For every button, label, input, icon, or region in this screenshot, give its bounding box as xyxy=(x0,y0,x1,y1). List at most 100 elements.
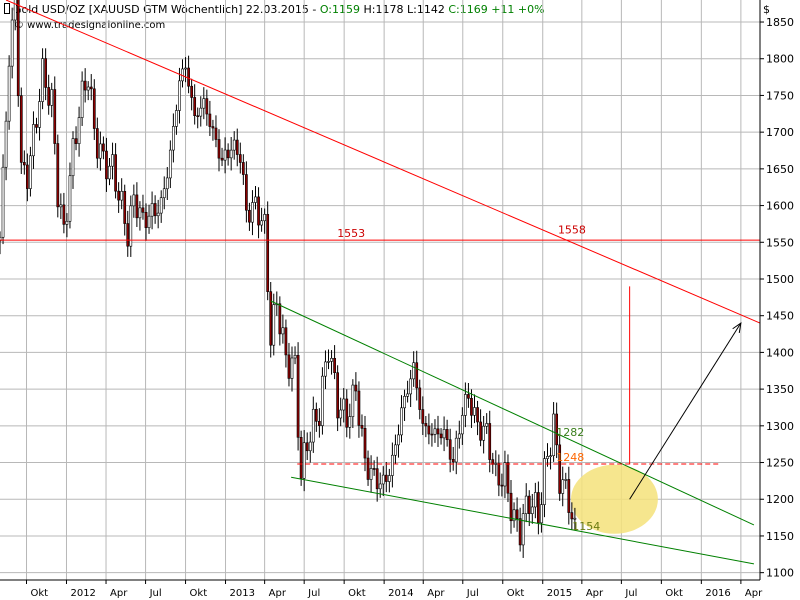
candle-body xyxy=(0,236,2,242)
candle-body xyxy=(512,509,516,522)
grid-layer xyxy=(0,0,760,580)
x-tick-label: 2015 xyxy=(547,588,572,599)
candle-body xyxy=(178,80,181,111)
x-tick-label: Jul xyxy=(307,588,320,599)
candle-body xyxy=(162,188,166,199)
candle-body xyxy=(543,458,546,505)
candle-body xyxy=(65,220,69,225)
candle-body xyxy=(436,428,440,435)
candle-body xyxy=(214,127,218,140)
candle-body xyxy=(451,459,455,463)
candle-body xyxy=(62,204,66,225)
candle-body xyxy=(202,98,206,109)
candle-body xyxy=(260,220,263,226)
currency-label: $ xyxy=(763,3,770,16)
annotation-1248: 1248 xyxy=(556,451,584,464)
candle-body xyxy=(369,468,373,480)
candle-body xyxy=(10,19,14,67)
candle-body xyxy=(1,166,5,238)
candle-body xyxy=(102,143,105,152)
x-tick-label: Okt xyxy=(31,588,49,599)
watermark: © www.tradesignalonline.com xyxy=(14,20,166,31)
candle-body xyxy=(287,354,291,379)
candle-body xyxy=(482,425,486,441)
candle-body xyxy=(290,357,294,379)
y-tick-label: 1150 xyxy=(766,530,794,543)
candle-body xyxy=(497,463,501,486)
candle-body xyxy=(533,492,537,508)
candle-body xyxy=(19,95,23,163)
candle-body xyxy=(159,197,163,214)
candle-body xyxy=(509,492,513,522)
y-tick-label: 1500 xyxy=(766,273,794,286)
low-value: L:1142 xyxy=(407,3,445,16)
window-icon[interactable] xyxy=(4,3,10,14)
candle-body xyxy=(59,204,63,208)
x-tick-label: 2012 xyxy=(70,588,95,599)
y-tick-label: 1400 xyxy=(766,346,794,359)
candle-body xyxy=(95,128,99,159)
x-tick-label: Okt xyxy=(507,588,525,599)
candle-body xyxy=(403,396,406,409)
candle-body xyxy=(494,463,498,465)
candle-body xyxy=(263,214,266,222)
x-tick-label: Apr xyxy=(110,588,128,599)
candle-body xyxy=(120,191,124,201)
candle-body xyxy=(546,456,549,459)
candle-body xyxy=(205,98,209,115)
candle-body xyxy=(518,518,522,546)
annotation-1558: 1558 xyxy=(558,223,586,236)
candle-body xyxy=(570,512,574,520)
shape-layer xyxy=(570,464,658,534)
candle-body xyxy=(26,164,29,189)
candle-body xyxy=(132,194,136,207)
candle-body xyxy=(464,394,467,416)
candle-body xyxy=(278,303,282,335)
high-value: H:1178 xyxy=(363,3,404,16)
candle-body xyxy=(427,425,431,435)
candle-body xyxy=(211,126,215,129)
y-tick-label: 1600 xyxy=(766,200,794,213)
close-value: C:1169 +11 +0% xyxy=(448,3,545,16)
chart-header: Gold USD/OZ [XAUUSD GTM Wöchentlich] 22.… xyxy=(4,3,545,16)
candle-body xyxy=(354,384,358,392)
candle-body xyxy=(38,101,41,128)
chart-title: Gold USD/OZ [XAUUSD GTM Wöchentlich] 22.… xyxy=(13,3,317,16)
candle-body xyxy=(80,80,84,118)
candle-body xyxy=(35,124,38,128)
candle-body xyxy=(123,191,127,224)
candle-body xyxy=(44,58,47,88)
candle-body xyxy=(147,215,151,228)
candle-body xyxy=(153,203,157,217)
candle-body xyxy=(232,139,236,151)
candle-body xyxy=(108,165,111,180)
candle-body xyxy=(391,454,394,476)
line-layer xyxy=(0,0,761,565)
upper-channel xyxy=(270,300,755,526)
candle-body xyxy=(412,362,416,380)
candle-body xyxy=(223,149,227,161)
candle-body xyxy=(527,495,531,514)
candle-body xyxy=(83,80,87,91)
candle-body xyxy=(439,433,443,439)
candle-body xyxy=(561,479,565,494)
candle-body xyxy=(567,479,571,513)
candle-body xyxy=(314,408,318,422)
candle-body xyxy=(111,154,114,167)
candle-body xyxy=(296,354,300,438)
candle-body xyxy=(138,207,142,219)
candle-layer xyxy=(0,0,577,558)
candle-body xyxy=(348,416,352,428)
candle-body xyxy=(521,513,525,546)
candle-body xyxy=(269,291,273,346)
candle-body xyxy=(99,143,102,159)
candle-body xyxy=(238,154,242,163)
resistance-trendline xyxy=(5,0,761,324)
candle-body xyxy=(241,162,245,175)
candle-body xyxy=(13,0,17,21)
candle-body xyxy=(41,58,44,102)
candle-body xyxy=(92,88,96,129)
label-layer: 1553 1558 1282 1248 1154 xyxy=(337,223,600,533)
